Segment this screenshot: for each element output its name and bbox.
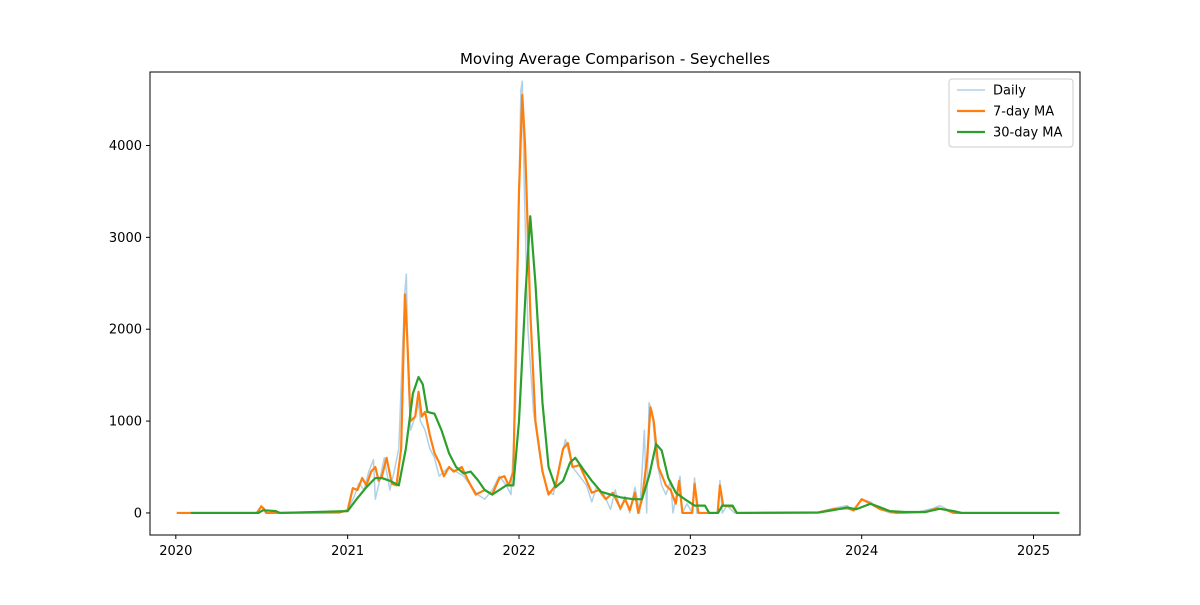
x-tick-label: 2024 bbox=[845, 544, 878, 559]
legend-label: Daily bbox=[993, 84, 1026, 99]
y-tick-label: 0 bbox=[134, 506, 142, 521]
y-tick-label: 3000 bbox=[109, 231, 142, 246]
x-tick-label: 2021 bbox=[331, 544, 364, 559]
y-tick-label: 2000 bbox=[109, 323, 142, 338]
plot-frame bbox=[149, 71, 1081, 536]
x-tick-label: 2023 bbox=[674, 544, 707, 559]
series-line-daily bbox=[176, 80, 1060, 514]
y-tick-label: 1000 bbox=[109, 415, 142, 430]
x-axis: 2020 2021 2022 2023 2024 2025 bbox=[159, 535, 1050, 559]
legend-box bbox=[948, 78, 1074, 148]
x-tick-label: 2020 bbox=[159, 544, 192, 559]
series-layer bbox=[176, 80, 1060, 515]
y-tick-label: 4000 bbox=[109, 139, 142, 154]
series-line-7-day-ma bbox=[176, 93, 1060, 515]
x-tick-label: 2022 bbox=[502, 544, 535, 559]
legend-label: 7-day MA bbox=[993, 105, 1054, 120]
chart-title: Moving Average Comparison - Seychelles bbox=[460, 50, 770, 68]
series-line-30-day-ma bbox=[190, 215, 1060, 515]
x-tick-label: 2025 bbox=[1017, 544, 1050, 559]
legend-label: 30-day MA bbox=[993, 126, 1062, 141]
y-axis: 0 1000 2000 3000 4000 bbox=[109, 139, 150, 521]
legend: Daily 7-day MA 30-day MA bbox=[948, 78, 1074, 148]
